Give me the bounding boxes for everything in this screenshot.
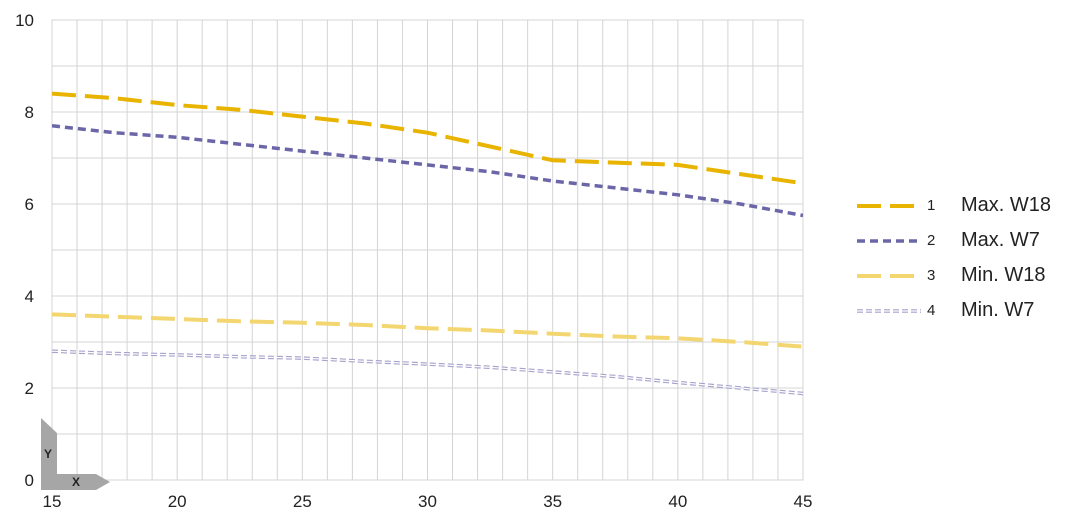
x-tick-label: 35 (543, 492, 562, 511)
x-tick-label: 15 (43, 492, 62, 511)
y-tick-label: 0 (25, 471, 34, 490)
legend-line-swatch (857, 238, 921, 243)
y-tick-labels: 0 2 4 6 8 10 (15, 11, 34, 490)
legend-label: Max. W7 (961, 229, 1040, 251)
y-axis-glyph-label: Y (44, 447, 52, 461)
series-line (51, 124, 804, 218)
x-tick-label: 45 (794, 492, 813, 511)
chart-legend: 1 Max. W18 2 Max. W7 3 Min. W18 4 Min. W7 (855, 188, 1051, 328)
series-lines (51, 91, 804, 396)
y-tick-label: 8 (25, 103, 34, 122)
legend-number: 1 (927, 197, 936, 214)
series-line-highlight (51, 350, 804, 395)
legend-label: Min. W18 (961, 264, 1046, 286)
x-tick-label: 25 (293, 492, 312, 511)
legend-item: 4 Min. W7 (855, 293, 1051, 328)
legend-item: 2 Max. W7 (855, 223, 1051, 258)
legend-line-swatch (857, 308, 921, 313)
legend-line-swatch (857, 273, 921, 278)
legend-label: Max. W18 (961, 194, 1052, 216)
x-tick-label: 40 (668, 492, 687, 511)
x-tick-label: 20 (168, 492, 187, 511)
legend-number: 3 (927, 267, 936, 284)
x-tick-label: 30 (418, 492, 437, 511)
series-line (51, 312, 804, 349)
x-axis-glyph-label: X (72, 475, 80, 489)
y-tick-label: 4 (25, 287, 34, 306)
y-tick-label: 6 (25, 195, 34, 214)
xy-axis-shape (41, 418, 110, 490)
legend-item: 1 Max. W18 (855, 188, 1051, 223)
legend-number: 4 (927, 302, 936, 319)
chart-grid (51, 19, 804, 481)
legend-label: Min. W7 (961, 299, 1035, 321)
y-tick-label: 10 (15, 11, 34, 30)
series-line (51, 91, 804, 186)
legend-number: 2 (927, 232, 936, 249)
legend-item: 3 Min. W18 (855, 258, 1051, 293)
legend-line-swatch (857, 203, 921, 208)
xy-axis-icon: YX (41, 418, 110, 490)
y-tick-label: 2 (25, 379, 34, 398)
x-tick-labels: 15 20 25 30 35 40 45 (43, 492, 813, 511)
